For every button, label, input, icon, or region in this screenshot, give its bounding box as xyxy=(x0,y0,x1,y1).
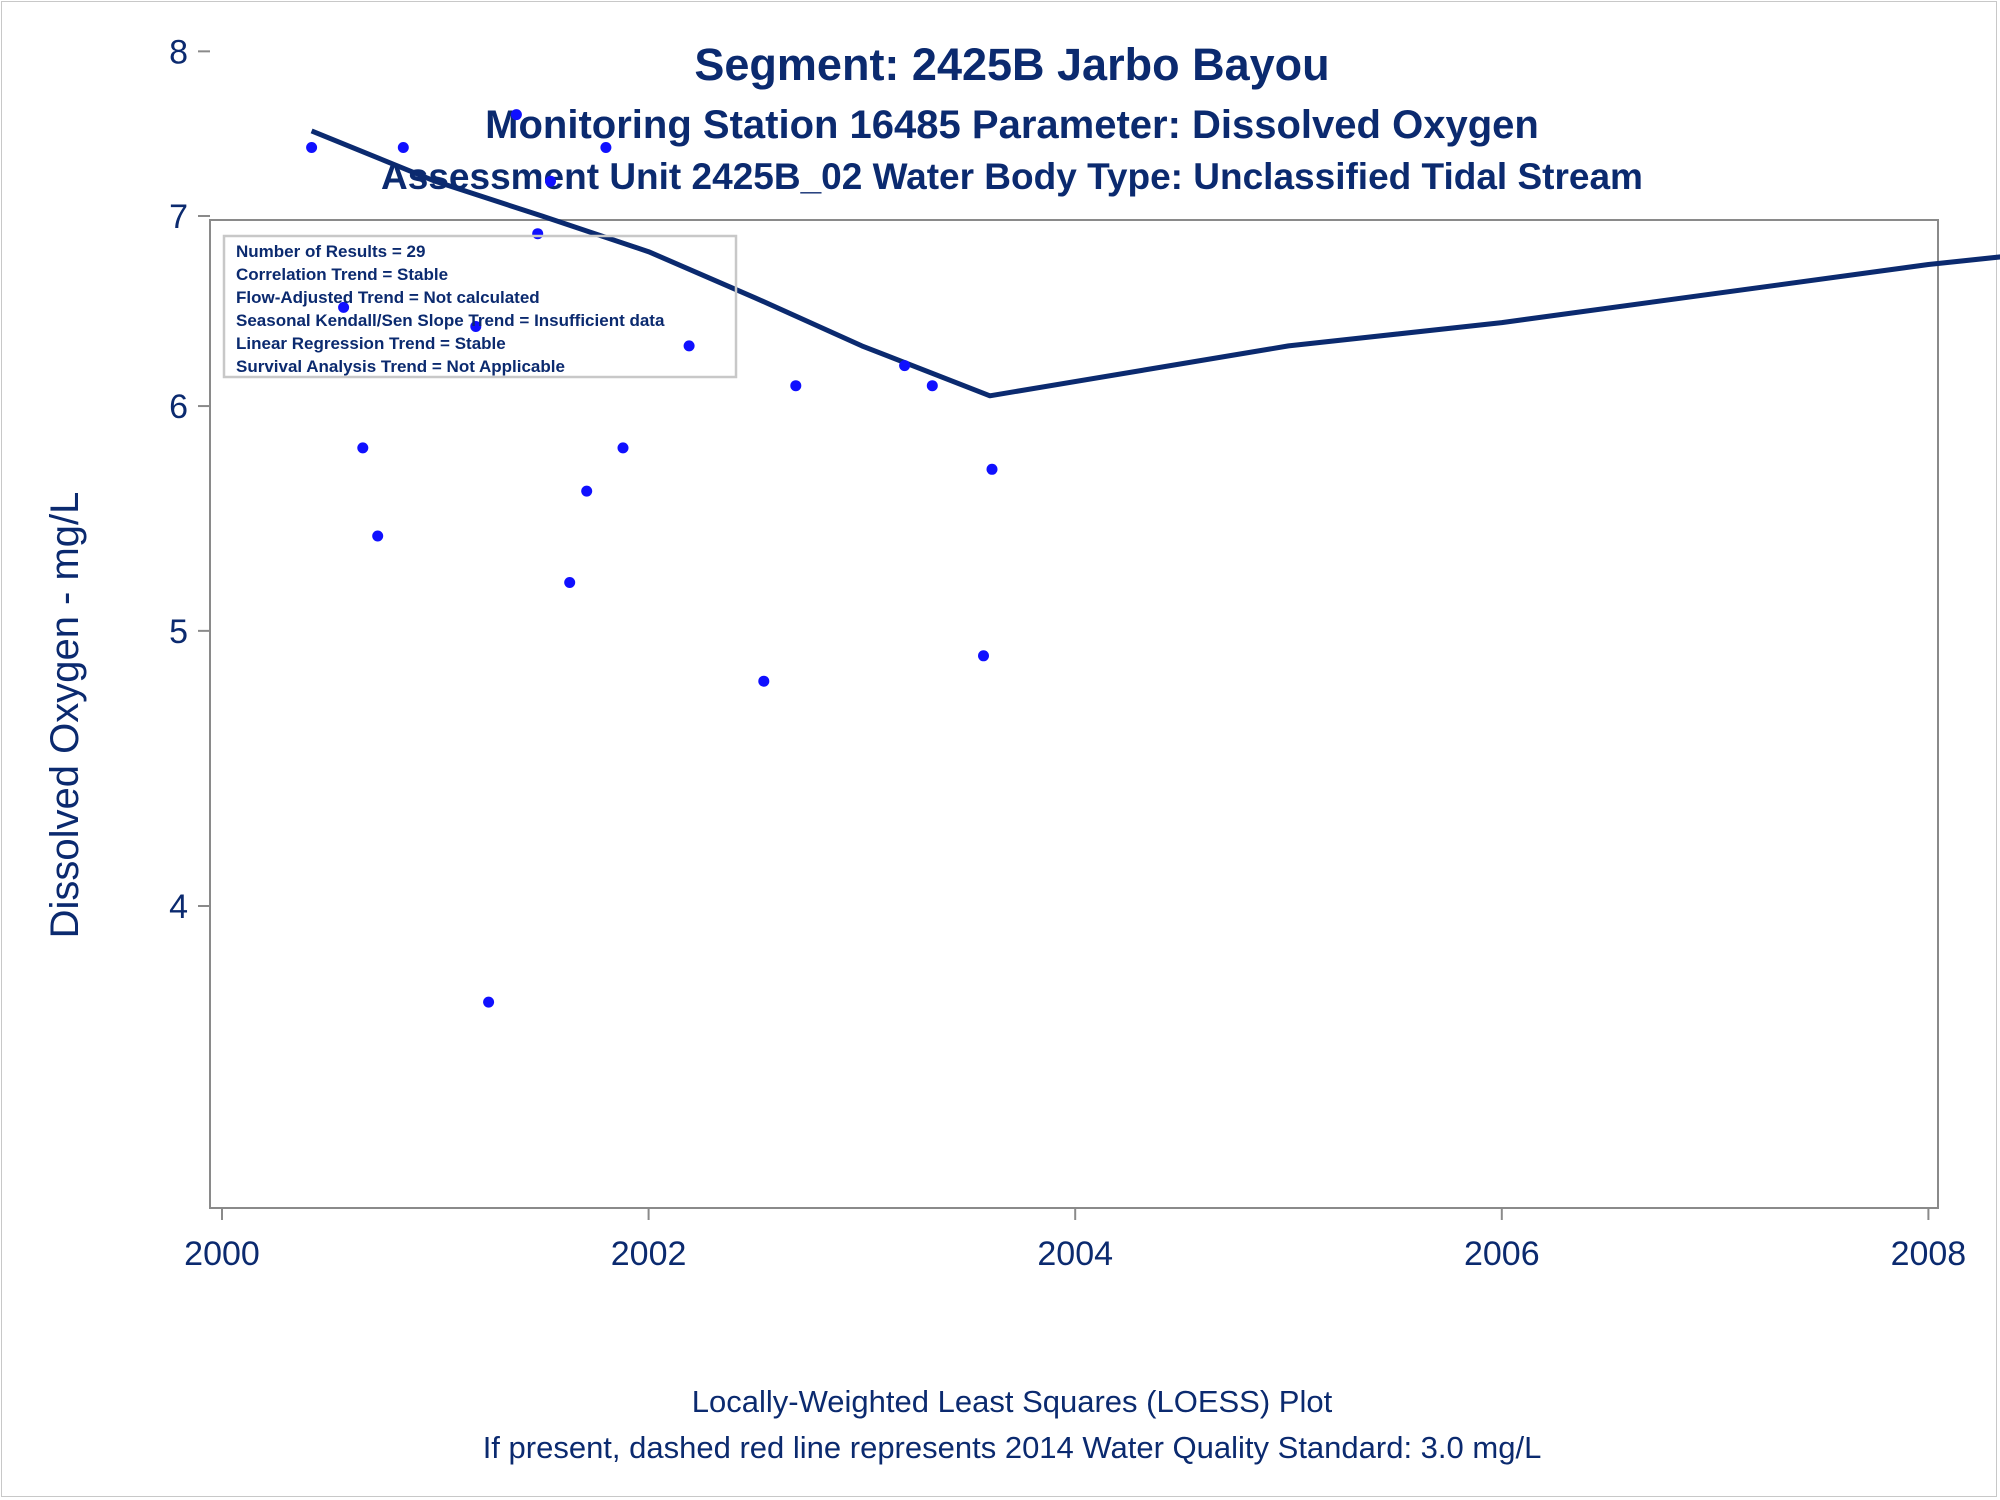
footnote-standard: If present, dashed red line represents 2… xyxy=(483,1430,1542,1465)
data-points xyxy=(306,109,998,1008)
y-tick-label: 4 xyxy=(169,888,188,926)
data-point xyxy=(483,996,495,1008)
data-point xyxy=(600,142,612,153)
data-point xyxy=(306,142,318,153)
plot-area xyxy=(209,219,1939,1209)
data-point xyxy=(470,321,482,332)
loess-line xyxy=(310,128,2000,399)
stats-line-results: Number of Results = 29 xyxy=(236,242,425,261)
data-point xyxy=(510,109,522,121)
data-point xyxy=(683,340,695,352)
y-axis: 4567891011 xyxy=(169,33,210,926)
x-tick-label: 2002 xyxy=(611,1235,687,1273)
y-tick-label: 5 xyxy=(169,613,188,651)
data-point xyxy=(372,530,384,542)
data-point xyxy=(926,380,938,392)
data-point xyxy=(790,380,802,392)
data-point xyxy=(397,142,409,153)
x-tick-label: 2004 xyxy=(1037,1235,1113,1273)
x-tick-label: 2008 xyxy=(1891,1235,1967,1273)
data-point xyxy=(545,175,556,187)
chart-subtitle-1: Monitoring Station 16485 Parameter: Diss… xyxy=(485,103,1539,147)
data-point xyxy=(338,301,350,313)
data-point xyxy=(986,463,998,475)
data-point xyxy=(581,485,593,497)
data-point xyxy=(978,650,989,662)
data-point xyxy=(899,360,911,372)
x-tick-label: 2006 xyxy=(1464,1235,1540,1273)
stats-line-correlation: Correlation Trend = Stable xyxy=(236,265,448,284)
data-point xyxy=(564,577,576,588)
footnote-loess: Locally-Weighted Least Squares (LOESS) P… xyxy=(692,1384,1333,1419)
stats-line-linear-regression: Linear Regression Trend = Stable xyxy=(236,334,506,353)
stats-line-survival: Survival Analysis Trend = Not Applicable xyxy=(236,357,565,376)
y-tick-label: 8 xyxy=(169,33,188,71)
data-point xyxy=(617,442,629,454)
stats-box-border xyxy=(222,234,738,379)
data-point xyxy=(758,675,770,687)
stats-box: Number of Results = 29 Correlation Trend… xyxy=(222,234,738,379)
stats-line-flow-adjusted: Flow-Adjusted Trend = Not calculated xyxy=(236,288,540,307)
y-tick-label: 7 xyxy=(169,198,188,236)
y-tick-label: 6 xyxy=(169,388,188,426)
x-axis: 200020022004200620082010201220142016 xyxy=(184,1208,1967,1273)
stats-line-seasonal-kendall: Seasonal Kendall/Sen Slope Trend = Insuf… xyxy=(236,311,665,330)
chart-title: Segment: 2425B Jarbo Bayou xyxy=(694,39,1329,90)
x-tick-label: 2000 xyxy=(184,1235,260,1273)
chart-subtitle-2: Assessment Unit 2425B_02 Water Body Type… xyxy=(381,156,1643,197)
y-axis-label: Dissolved Oxygen - mg/L xyxy=(43,492,87,939)
data-point xyxy=(357,442,369,454)
